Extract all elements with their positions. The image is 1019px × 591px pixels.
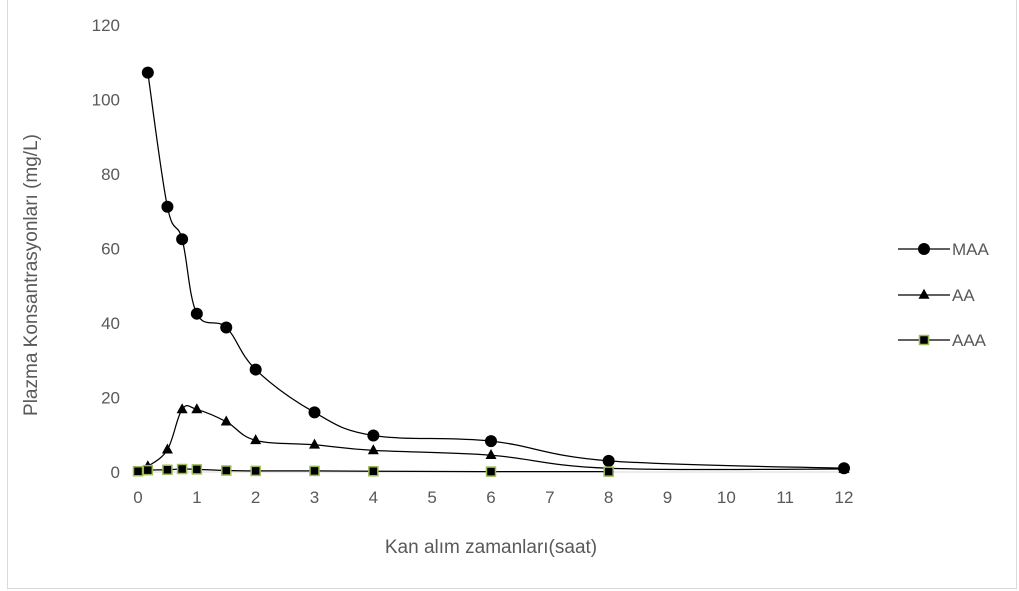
data-point-aa	[250, 434, 262, 445]
x-tick-label: 10	[717, 488, 736, 507]
y-tick-label: 0	[111, 463, 120, 482]
data-point-maa	[602, 454, 615, 467]
x-tick-label: 8	[604, 488, 613, 507]
data-point-aa	[485, 449, 497, 460]
data-point-aaa	[176, 463, 188, 475]
data-point-aaa	[485, 466, 497, 477]
data-point-aa	[191, 403, 203, 414]
legend-label: AA	[952, 286, 975, 305]
x-tick-label: 11	[776, 488, 794, 507]
y-axis-title: Plazma Konsantrasyonları (mg/L)	[21, 134, 42, 416]
y-tick-label: 80	[101, 165, 120, 184]
y-tick-label: 100	[92, 91, 120, 110]
data-point-aaa	[250, 465, 261, 477]
data-point-maa	[249, 363, 262, 376]
series-line-aa	[147, 405, 845, 471]
data-point-maa	[161, 200, 174, 213]
data-point-maa	[176, 233, 189, 246]
series-maa	[141, 66, 850, 475]
x-tick-label: 12	[835, 488, 854, 507]
data-point-aa	[309, 438, 320, 449]
x-tick-label: 5	[427, 488, 436, 507]
data-point-aaa	[309, 465, 320, 477]
legend-marker-maa	[918, 243, 930, 255]
series-aaa	[132, 463, 614, 477]
x-tick-label: 0	[133, 488, 142, 507]
data-point-maa	[485, 435, 497, 448]
legend-item-aa: AA	[898, 286, 975, 305]
series-line-maa	[147, 72, 845, 469]
legend-item-aaa: AAA	[898, 331, 987, 350]
legend-marker-aaa	[918, 334, 930, 346]
data-point-aa	[367, 444, 379, 455]
x-tick-label: 4	[369, 488, 378, 507]
data-point-maa	[220, 321, 233, 334]
legend-item-maa: MAA	[898, 240, 990, 259]
data-point-aa	[176, 403, 188, 414]
chart-frame	[7, 0, 1017, 589]
data-point-aaa	[142, 464, 154, 476]
data-point-aaa	[132, 466, 144, 477]
data-point-aaa	[221, 465, 232, 476]
x-axis-title: Kan alım zamanları(saat)	[385, 537, 597, 558]
data-point-aaa	[162, 464, 173, 476]
data-point-aa	[838, 462, 850, 473]
x-tick-label: 9	[663, 488, 672, 507]
y-tick-label: 20	[101, 389, 120, 408]
data-point-maa	[367, 429, 380, 442]
y-tick-label: 120	[92, 16, 120, 35]
data-point-aaa	[603, 466, 614, 477]
x-tick-label: 3	[310, 488, 319, 507]
series-layer	[132, 66, 850, 477]
x-tick-labels: 0 1 2 3 4 5 6 7 8 9 10 11 12	[133, 488, 853, 507]
legend-label: AAA	[952, 331, 987, 350]
data-point-maa	[308, 406, 321, 419]
x-tick-label: 1	[192, 488, 201, 507]
data-point-maa	[190, 307, 203, 320]
data-point-aa	[161, 443, 173, 454]
legend-label: MAA	[952, 240, 990, 259]
data-point-aa	[220, 415, 232, 426]
x-tick-label: 6	[486, 488, 495, 507]
x-tick-label: 2	[251, 488, 260, 507]
y-tick-label: 60	[101, 240, 120, 259]
y-tick-label: 40	[101, 314, 120, 333]
data-point-aaa	[368, 466, 379, 477]
legend-marker-aa	[918, 288, 930, 299]
x-tick-label: 7	[545, 488, 554, 507]
data-point-aaa	[191, 464, 203, 475]
data-point-maa	[141, 66, 154, 79]
y-tick-labels: 0 20 40 60 80 100 120	[92, 16, 120, 482]
